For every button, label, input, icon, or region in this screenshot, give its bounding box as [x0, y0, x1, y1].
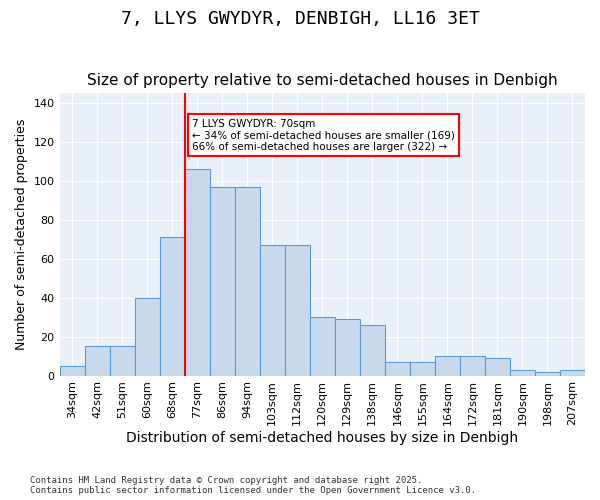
Bar	[485, 358, 510, 376]
Bar	[85, 346, 110, 376]
Bar	[209, 187, 235, 376]
Bar	[385, 362, 410, 376]
Bar	[435, 356, 460, 376]
Bar	[460, 356, 485, 376]
Title: Size of property relative to semi-detached houses in Denbigh: Size of property relative to semi-detach…	[87, 73, 557, 88]
Text: 7, LLYS GWYDYR, DENBIGH, LL16 3ET: 7, LLYS GWYDYR, DENBIGH, LL16 3ET	[121, 10, 479, 28]
Bar	[110, 346, 134, 376]
Y-axis label: Number of semi-detached properties: Number of semi-detached properties	[15, 119, 28, 350]
Bar	[510, 370, 535, 376]
Text: 7 LLYS GWYDYR: 70sqm
← 34% of semi-detached houses are smaller (169)
66% of semi: 7 LLYS GWYDYR: 70sqm ← 34% of semi-detac…	[192, 118, 455, 152]
Bar	[185, 169, 209, 376]
Bar	[560, 370, 585, 376]
Text: Contains HM Land Registry data © Crown copyright and database right 2025.
Contai: Contains HM Land Registry data © Crown c…	[30, 476, 476, 495]
Bar	[235, 187, 260, 376]
Bar	[535, 372, 560, 376]
Bar	[410, 362, 435, 376]
Bar	[160, 238, 185, 376]
Bar	[310, 317, 335, 376]
Bar	[335, 319, 360, 376]
Bar	[260, 245, 285, 376]
Bar	[360, 325, 385, 376]
X-axis label: Distribution of semi-detached houses by size in Denbigh: Distribution of semi-detached houses by …	[126, 431, 518, 445]
Bar	[59, 366, 85, 376]
Bar	[285, 245, 310, 376]
Bar	[134, 298, 160, 376]
